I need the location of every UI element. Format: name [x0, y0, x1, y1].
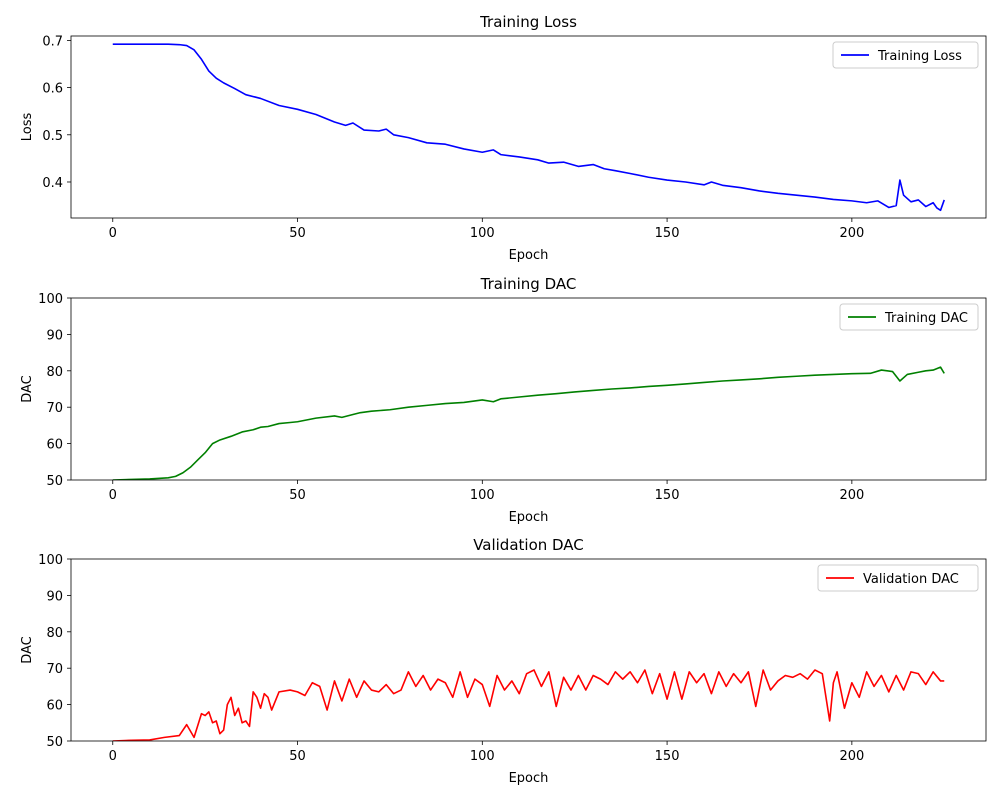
legend-label: Training DAC [884, 311, 968, 326]
x-tick-label: 100 [470, 488, 495, 503]
y-tick-label: 0.5 [42, 129, 63, 144]
chart-panel-3: Validation DAC Epoch DAC 0 50 100 150 200 50 60 70… [20, 536, 987, 786]
y-tick-label: 60 [46, 438, 63, 453]
chart-title: Validation DAC [473, 536, 584, 554]
x-tick-label: 150 [655, 488, 680, 503]
x-tick-label: 100 [470, 749, 495, 764]
series-line-1 [112, 669, 945, 741]
y-tick-label: 0.6 [42, 82, 63, 97]
y-axis-label: Loss [20, 113, 35, 142]
y-tick-label: 0.4 [42, 176, 63, 191]
series-line-1 [112, 366, 945, 480]
axes-frame [70, 558, 987, 742]
series-line-1 [112, 43, 945, 212]
x-axis-label: Epoch [509, 248, 549, 263]
y-tick-label: 90 [46, 328, 63, 343]
x-axis-label: Epoch [509, 510, 549, 525]
x-tick-label: 150 [655, 749, 680, 764]
y-tick-label: 100 [38, 553, 63, 568]
y-tick-label: 70 [46, 401, 63, 416]
chart-title: Training DAC [480, 275, 577, 293]
legend: Validation DAC [817, 564, 979, 592]
y-axis-label: DAC [20, 375, 35, 403]
chart-panel-1: Training Loss Epoch Loss 0 50 100 150 200 0.4 0.5… [20, 13, 987, 263]
x-tick-label: 100 [470, 226, 495, 241]
x-tick-label: 200 [839, 488, 864, 503]
legend-label: Training Loss [877, 49, 962, 64]
x-tick-label: 200 [839, 749, 864, 764]
x-tick-label: 50 [289, 749, 306, 764]
chart-panel-2: Training DAC Epoch DAC 0 50 100 150 200 50 60 70 80… [20, 275, 987, 525]
x-tick-label: 50 [289, 226, 306, 241]
legend-box [817, 564, 979, 592]
y-tick-label: 90 [46, 589, 63, 604]
axes-frame [70, 35, 987, 219]
legend-box [832, 41, 979, 69]
y-tick-label: 50 [46, 735, 63, 750]
y-tick-label: 80 [46, 626, 63, 641]
y-tick-label: 80 [46, 365, 63, 380]
x-tick-label: 0 [109, 749, 117, 764]
x-tick-label: 150 [655, 226, 680, 241]
legend: Training Loss [832, 41, 979, 69]
y-tick-label: 100 [38, 292, 63, 307]
legend-label: Validation DAC [863, 572, 959, 587]
x-tick-label: 50 [289, 488, 306, 503]
legend-box [839, 303, 979, 331]
x-axis-label: Epoch [509, 771, 549, 786]
y-tick-label: 70 [46, 662, 63, 677]
axes-frame [70, 297, 987, 481]
x-tick-label: 0 [109, 488, 117, 503]
y-tick-label: 0.7 [42, 34, 63, 49]
y-tick-label: 50 [46, 474, 63, 489]
legend: Training DAC [839, 303, 979, 331]
chart-title: Training Loss [479, 13, 577, 31]
y-axis-label: DAC [20, 636, 35, 664]
y-tick-label: 60 [46, 699, 63, 714]
x-tick-label: 200 [839, 226, 864, 241]
x-tick-label: 0 [109, 226, 117, 241]
